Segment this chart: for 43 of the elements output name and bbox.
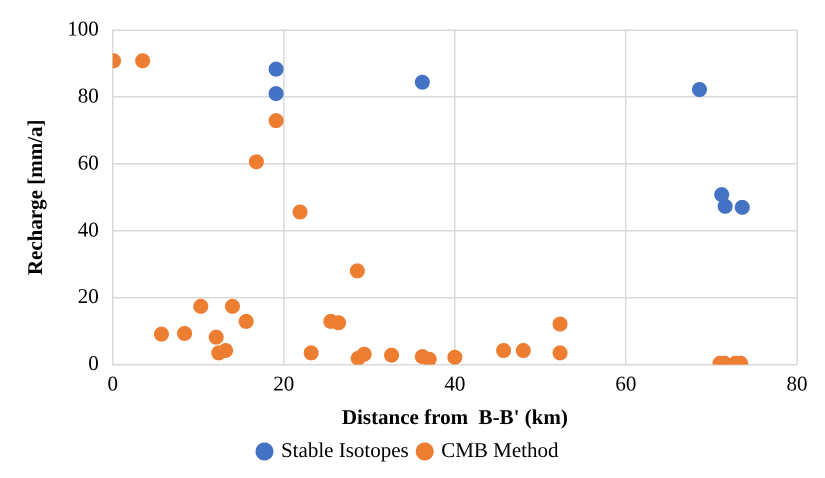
point	[552, 345, 568, 360]
point	[248, 154, 264, 170]
y-tick-label: 0	[88, 351, 99, 376]
y-tick-label: 40	[78, 217, 99, 242]
point	[552, 316, 568, 332]
legend-label: CMB Method	[441, 438, 559, 462]
point	[356, 346, 372, 362]
point	[268, 113, 284, 128]
point	[714, 187, 730, 202]
y-tick-label: 100	[67, 16, 99, 41]
point	[193, 298, 208, 314]
x-tick-label: 0	[107, 372, 118, 396]
point	[154, 326, 169, 342]
point	[447, 350, 462, 365]
point	[177, 326, 192, 341]
x-tick-label: 40	[444, 372, 466, 396]
y-tick-label: 60	[78, 150, 99, 174]
x-tick-label: 20	[273, 372, 294, 396]
y-tick-label: 20	[78, 284, 99, 308]
point	[516, 343, 531, 358]
point	[208, 330, 224, 345]
point	[692, 82, 707, 98]
point	[304, 345, 319, 360]
point	[384, 348, 400, 363]
point	[135, 53, 150, 68]
point	[718, 198, 733, 214]
y-axis-title: Recharge [mm/a]	[23, 119, 48, 276]
point	[422, 352, 437, 365]
point	[238, 314, 254, 329]
point	[350, 263, 365, 278]
y-tick-label: 80	[78, 83, 99, 108]
x-tick-label: 60	[615, 372, 636, 396]
point	[496, 343, 512, 358]
legend-label: Stable Isotopes	[281, 438, 409, 462]
x-axis-title: Distance from B-B' (km)	[342, 404, 568, 429]
point	[218, 343, 234, 358]
point	[734, 200, 750, 215]
x-tick-label: 80	[786, 372, 808, 396]
point	[414, 74, 430, 90]
point	[224, 298, 240, 314]
point	[292, 204, 308, 220]
point	[268, 62, 284, 77]
point	[268, 86, 284, 102]
